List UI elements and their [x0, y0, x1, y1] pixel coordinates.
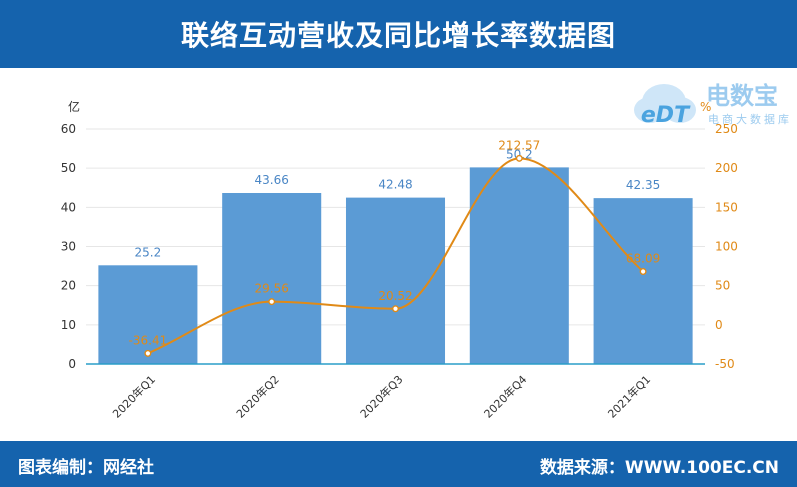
chart-title: 联络互动营收及同比增长率数据图 [0, 0, 797, 68]
growth-rate-point [268, 298, 276, 306]
x-tick-label: 2021年Q1 [605, 372, 654, 421]
y-tick-label: 60 [61, 122, 76, 136]
y-tick-label: 10 [61, 318, 76, 332]
y2-tick-label: 150 [715, 200, 738, 214]
growth-rate-line [147, 157, 644, 355]
y2-tick-label: 200 [715, 161, 738, 175]
y2-tick-label: -50 [715, 357, 735, 371]
bar [469, 167, 569, 364]
logo-name: 电数宝 [706, 82, 778, 110]
footer-source: 数据来源：WWW.100EC.CN [539, 458, 779, 478]
logo: eDT 电数宝 电商大数据库 [628, 72, 790, 134]
x-tick-label: 2020年Q1 [109, 372, 158, 421]
x-tick-label: 2020年Q3 [357, 372, 406, 421]
growth-rate-label: 29.56 [255, 282, 289, 296]
y2-axis-label: % [700, 100, 711, 114]
y-tick-label: 40 [61, 200, 76, 214]
bar-value-label: 42.35 [626, 178, 660, 192]
y-tick-label: 30 [61, 240, 76, 254]
growth-rate-label: 20.52 [378, 289, 412, 303]
y-tick-label: 0 [68, 357, 76, 371]
x-tick-label: 2020年Q4 [481, 372, 530, 421]
cloud-logo-icon: eDT [634, 84, 696, 128]
y2-tick-label: 50 [715, 279, 730, 293]
y2-tick-label: 0 [715, 318, 723, 332]
y-tick-label: 50 [61, 161, 76, 175]
y2-tick-label: 250 [715, 122, 738, 136]
logo-mark: eDT [641, 103, 691, 128]
y2-tick-label: 100 [715, 240, 738, 254]
growth-rate-label: -36.41 [129, 333, 168, 347]
footer-credit: 图表编制：网经社 [18, 458, 154, 478]
bar-value-label: 43.66 [255, 173, 289, 187]
growth-rate-label: 212.57 [498, 138, 540, 152]
growth-rate-label: 68.09 [626, 251, 660, 265]
bar [593, 198, 693, 364]
bar-value-label: 42.48 [378, 178, 412, 192]
bar-value-label: 25.2 [135, 245, 162, 259]
x-tick-label: 2020年Q2 [233, 372, 282, 421]
growth-rate-point [144, 349, 152, 357]
bar [98, 265, 198, 364]
logo-subtitle: 电商大数据库 [708, 112, 790, 126]
growth-rate-point [515, 154, 523, 162]
growth-rate-point [392, 305, 400, 313]
y-axis-label: 亿 [68, 99, 80, 114]
bar [222, 192, 322, 364]
y-tick-label: 20 [61, 279, 76, 293]
growth-rate-point [639, 267, 647, 275]
chart: 0 10 20 30 40 50 60 -50 0 50 100 150 200 250 亿 % 25.2 43.… [61, 99, 738, 421]
bar-value-label: 50.2 [506, 147, 533, 161]
footer: 图表编制：网经社 数据来源：WWW.100EC.CN [0, 441, 797, 487]
